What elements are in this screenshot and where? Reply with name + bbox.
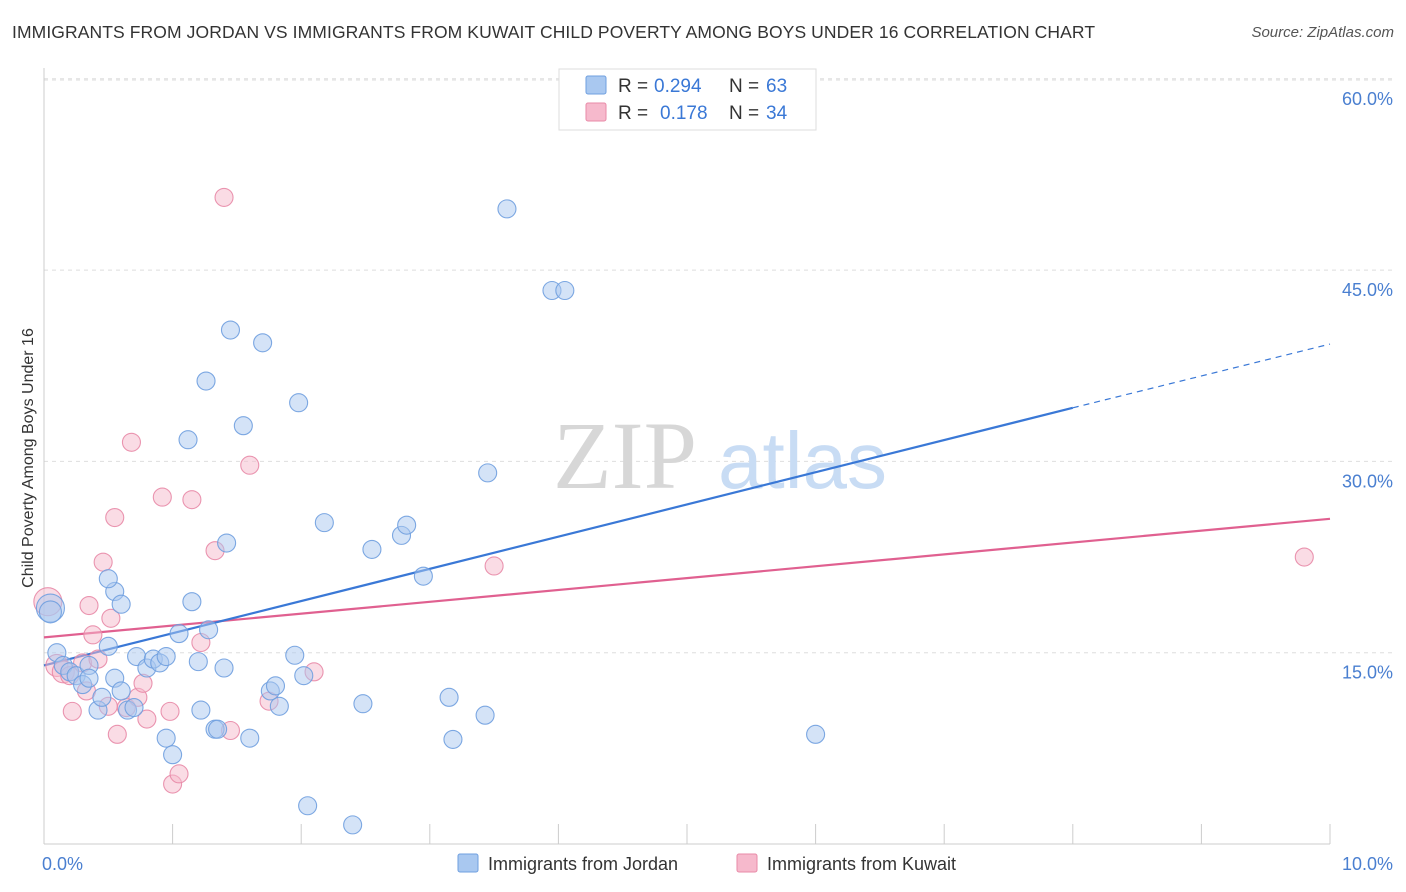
point-jordan <box>497 199 517 219</box>
legend-n-value-jordan: 63 <box>766 76 787 97</box>
point-jordan <box>220 320 241 340</box>
legend-n-value-kuwait: 34 <box>766 103 788 124</box>
point-jordan <box>285 645 305 665</box>
y-tick-label: 60.0% <box>1342 89 1393 109</box>
point-jordan <box>233 416 253 436</box>
point-kuwait <box>107 724 127 744</box>
point-jordan <box>124 697 144 718</box>
point-jordan <box>38 600 62 624</box>
point-kuwait <box>214 187 234 207</box>
point-kuwait <box>62 701 82 721</box>
point-jordan <box>156 728 176 748</box>
point-jordan <box>191 700 211 720</box>
axes <box>43 68 1331 845</box>
source-label: Source: ZipAtlas.com <box>1251 24 1394 41</box>
point-kuwait <box>182 490 202 510</box>
point-jordan <box>397 515 417 535</box>
bottom-legend-swatch-kuwait <box>736 853 758 873</box>
point-jordan <box>413 566 433 586</box>
trend-lines <box>43 343 1331 667</box>
point-jordan <box>289 393 309 413</box>
data-points <box>33 187 1314 835</box>
point-jordan <box>439 687 459 707</box>
gridlines <box>44 78 1392 654</box>
point-jordan <box>182 592 202 612</box>
point-jordan <box>217 533 237 553</box>
point-jordan <box>475 705 495 725</box>
point-jordan <box>343 815 363 835</box>
point-jordan <box>314 513 334 533</box>
point-jordan <box>214 658 234 678</box>
point-kuwait <box>121 432 141 452</box>
point-jordan <box>240 728 260 748</box>
point-jordan <box>298 796 318 816</box>
point-jordan <box>806 724 826 744</box>
bottom-legend-label-jordan: Immigrants from Jordan <box>488 854 678 874</box>
legend-swatch-kuwait <box>585 102 607 122</box>
watermark-zip: ZIP <box>553 402 697 509</box>
point-jordan <box>178 430 198 450</box>
point-jordan <box>163 745 183 765</box>
point-kuwait <box>101 608 121 628</box>
point-jordan <box>92 687 112 707</box>
point-jordan <box>169 624 189 644</box>
point-jordan <box>478 463 498 483</box>
y-axis-label: Child Poverty Among Boys Under 16 <box>20 328 37 588</box>
point-jordan <box>156 646 176 667</box>
legend-swatch-jordan <box>585 75 607 95</box>
point-jordan <box>555 280 575 301</box>
legend-r-label-jordan: R = <box>618 76 648 97</box>
chart-title: IMMIGRANTS FROM JORDAN VS IMMIGRANTS FRO… <box>12 22 1096 42</box>
bottom-legend: Immigrants from Jordan Immigrants from K… <box>457 853 956 874</box>
legend-r-label-kuwait: R = <box>618 103 648 124</box>
bottom-legend-swatch-jordan <box>457 853 479 873</box>
y-tick-label: 45.0% <box>1342 280 1393 300</box>
x-tick-label: 10.0% <box>1342 854 1393 874</box>
legend-n-label-jordan: N = <box>729 76 759 97</box>
point-kuwait <box>93 552 113 572</box>
point-jordan <box>98 636 118 656</box>
point-jordan <box>269 696 289 716</box>
point-kuwait <box>152 487 172 507</box>
tick-labels: 15.0% 30.0% 45.0% 60.0% 0.0% 10.0% <box>42 89 1393 874</box>
trend-line-jordan <box>43 406 1074 667</box>
top-legend: R = 0.294 N = 63 R = 0.178 N = 34 <box>558 68 817 131</box>
trend-line-kuwait <box>43 517 1331 639</box>
point-jordan <box>294 666 314 686</box>
point-kuwait <box>105 507 125 528</box>
trend-line-jordan-extension <box>1072 343 1331 409</box>
point-kuwait <box>79 595 99 616</box>
point-kuwait <box>160 701 180 721</box>
point-kuwait <box>484 556 504 576</box>
point-jordan <box>253 333 273 353</box>
point-jordan <box>188 652 208 672</box>
point-kuwait <box>83 625 103 645</box>
legend-n-label-kuwait: N = <box>729 103 759 124</box>
point-jordan <box>111 681 131 701</box>
y-tick-label: 15.0% <box>1342 663 1393 683</box>
point-jordan <box>353 694 373 714</box>
point-jordan <box>98 569 118 589</box>
point-jordan <box>265 676 286 696</box>
legend-r-value-kuwait: 0.178 <box>660 103 708 124</box>
point-jordan <box>199 620 219 640</box>
point-jordan <box>362 539 382 559</box>
point-jordan <box>79 668 99 688</box>
point-kuwait <box>240 455 260 475</box>
point-kuwait <box>137 709 157 729</box>
bottom-legend-label-kuwait: Immigrants from Kuwait <box>767 854 956 874</box>
point-jordan <box>208 719 228 739</box>
legend-r-value-jordan: 0.294 <box>654 76 702 97</box>
point-jordan <box>111 594 131 614</box>
point-jordan <box>443 729 463 749</box>
x-tick-label: 0.0% <box>42 854 83 874</box>
y-tick-label: 30.0% <box>1342 471 1393 491</box>
point-kuwait <box>169 764 189 784</box>
point-jordan <box>196 371 216 391</box>
point-kuwait <box>1294 547 1314 567</box>
